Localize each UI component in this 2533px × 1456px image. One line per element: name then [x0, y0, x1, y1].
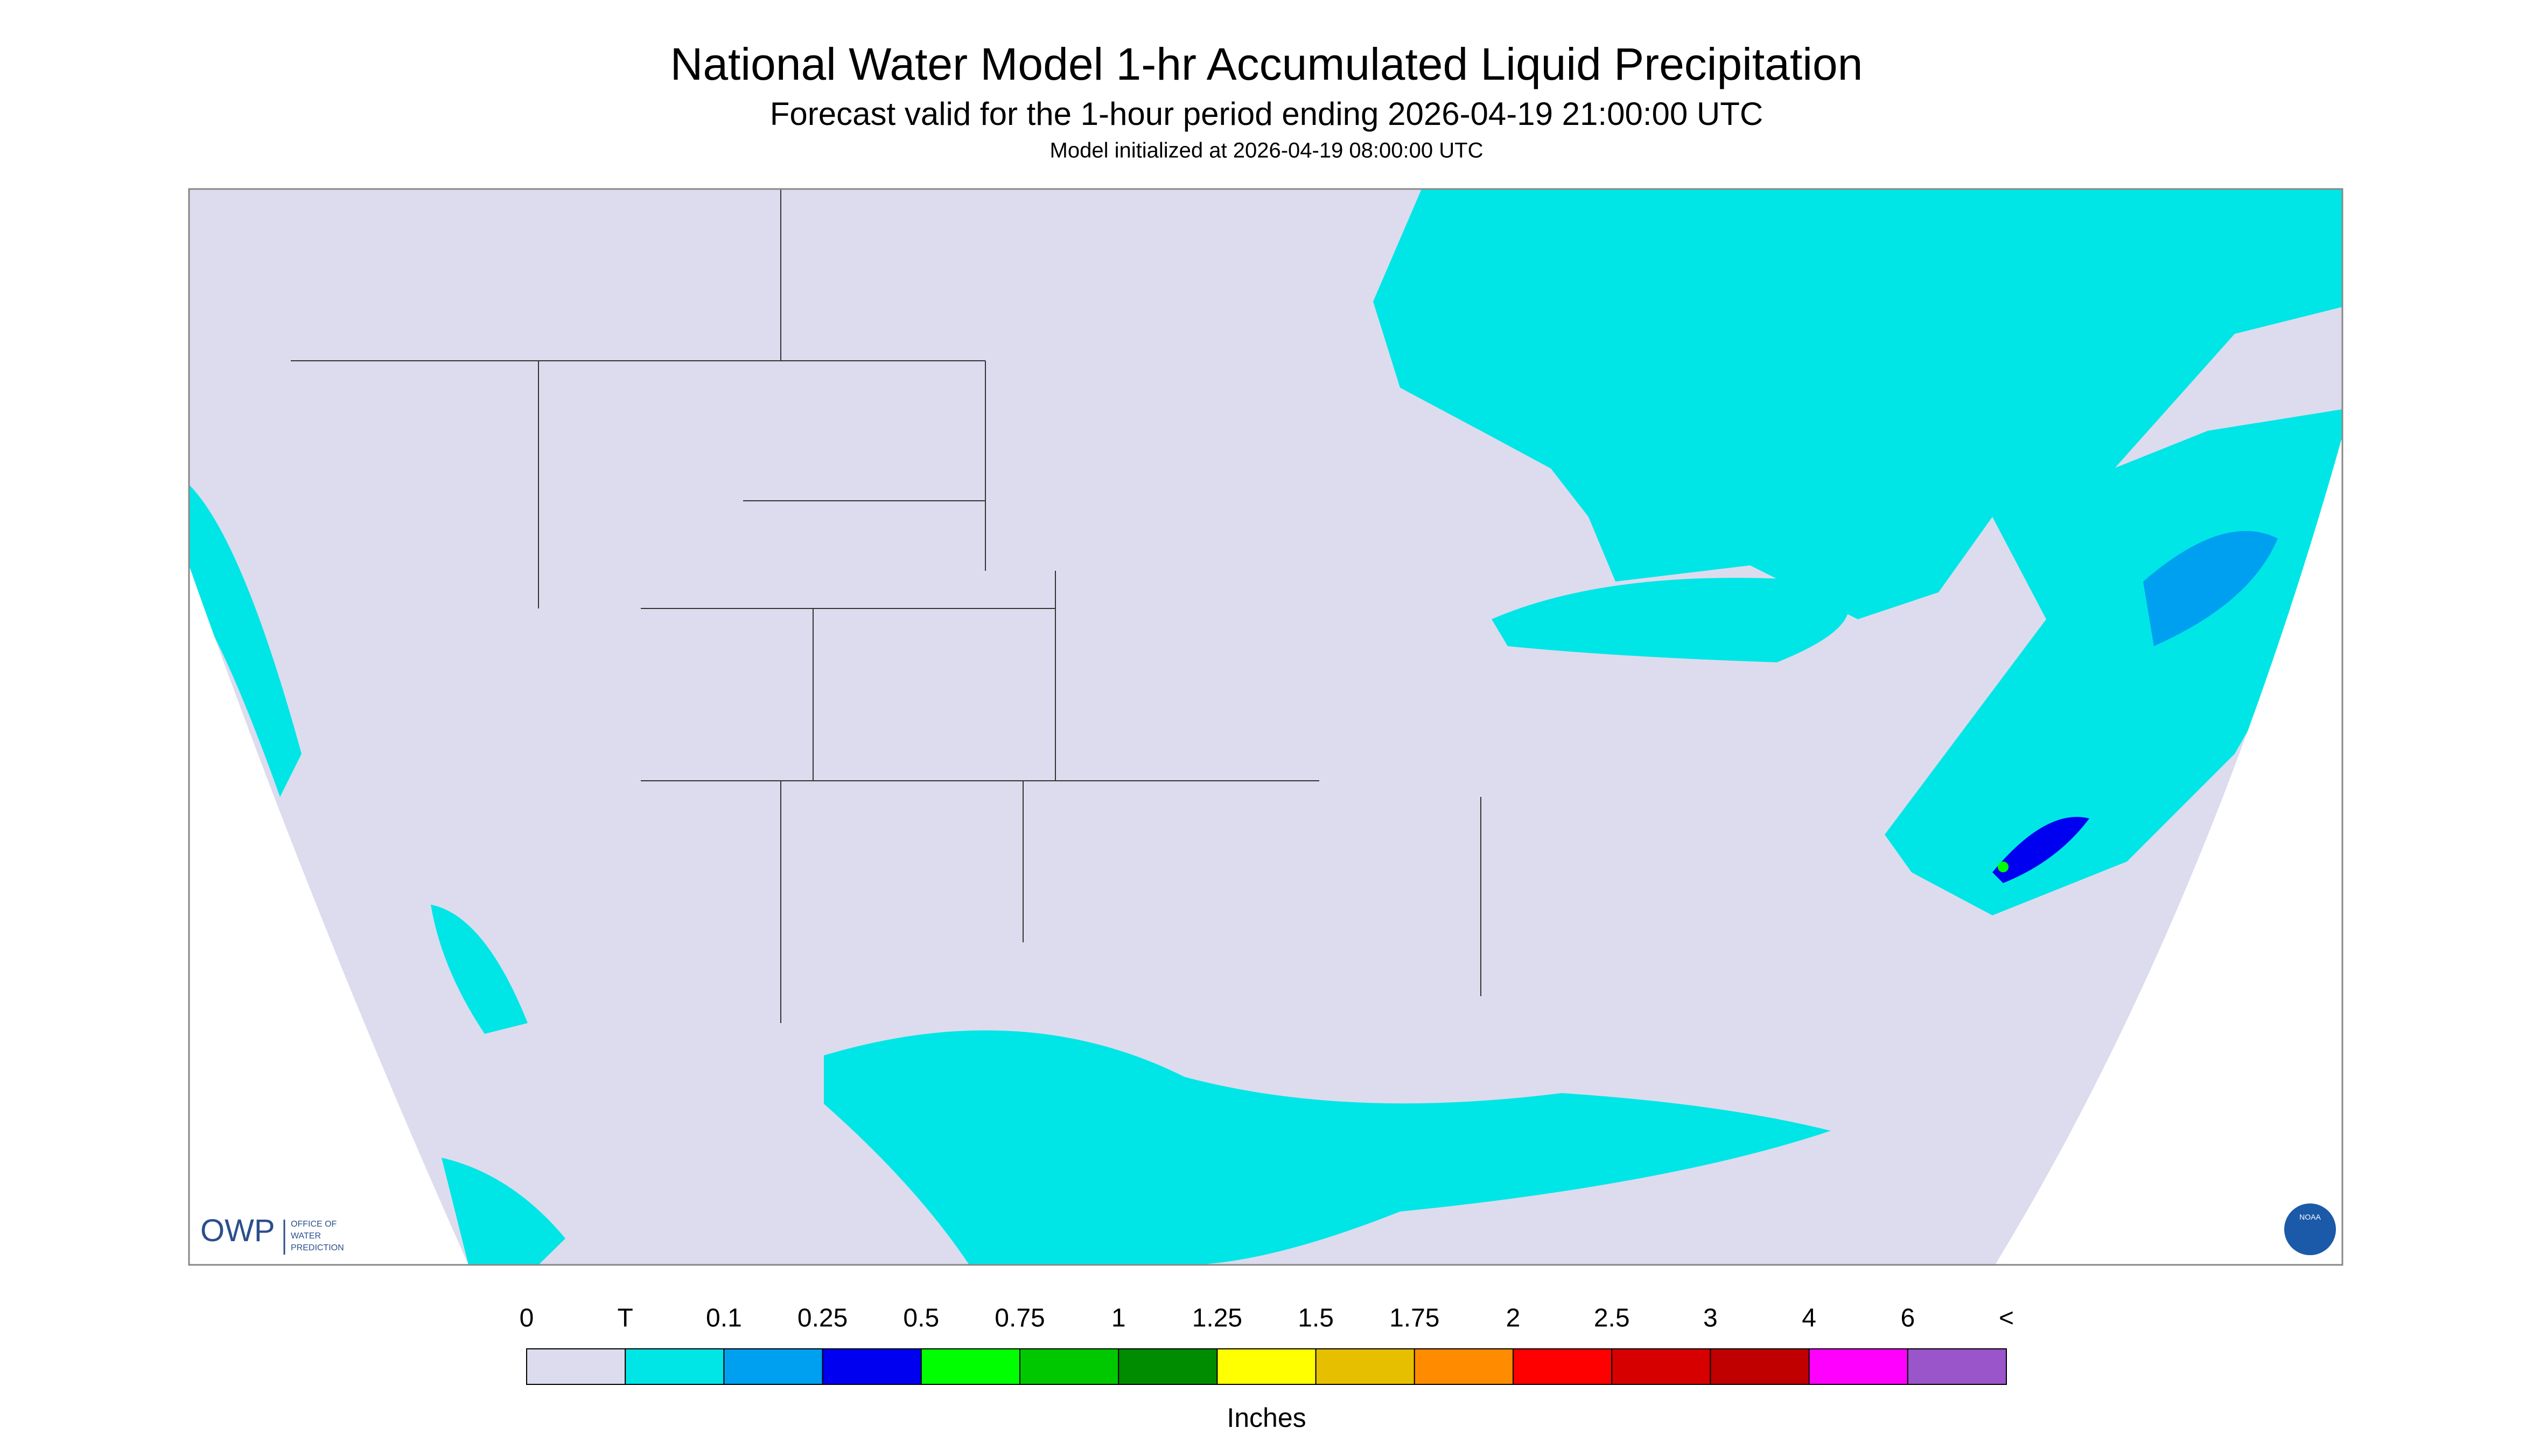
legend-label: 0.5 [903, 1304, 939, 1333]
precip-pacific [189, 485, 302, 797]
state-lines [291, 189, 1481, 1023]
legend-swatch [1118, 1348, 1218, 1385]
precip-quarter [1992, 817, 2089, 883]
owp-office: PREDICTION [291, 1243, 344, 1252]
legend-swatch [1808, 1348, 1908, 1385]
legend-label: 4 [1802, 1304, 1816, 1333]
precip-north [1373, 189, 2342, 619]
legend-label: T [618, 1304, 633, 1333]
precip-pacific-south [442, 1158, 565, 1265]
precip-heavy [1992, 531, 2278, 883]
legend-swatch [723, 1348, 823, 1385]
owp-logo: OWP [200, 1213, 275, 1248]
precip-lakes [1492, 578, 1849, 662]
legend-swatch [526, 1348, 626, 1385]
legend-label: < [1999, 1304, 2014, 1333]
legend-swatch [1907, 1348, 2007, 1385]
legend-label: 1.25 [1192, 1304, 1242, 1333]
subtitle: Forecast valid for the 1-hour period end… [770, 96, 1763, 132]
legend-swatch [1315, 1348, 1415, 1385]
map-area: OWP OFFICE OF WATER PREDICTION NOAA [188, 188, 2343, 1266]
legend-unit: Inches [1227, 1403, 1306, 1433]
legend-label: 0.1 [706, 1304, 742, 1333]
legend-label: 0.75 [995, 1304, 1045, 1333]
title: National Water Model 1-hr Accumulated Li… [670, 39, 1863, 89]
legend-label: 2 [1506, 1304, 1521, 1333]
legend-label: 0.25 [797, 1304, 848, 1333]
legend-swatch [1414, 1348, 1514, 1385]
legend-swatch [625, 1348, 725, 1385]
precip-gulf [824, 1030, 1831, 1265]
legend-swatch [822, 1348, 922, 1385]
precip-half [1998, 862, 2009, 872]
legend-swatch [1611, 1348, 1711, 1385]
legend-label: 1.75 [1389, 1304, 1439, 1333]
legend-label: 0 [520, 1304, 534, 1333]
legend-swatch [1216, 1348, 1317, 1385]
legend: 0 T 0.1 0.25 0.5 0.75 1 1.25 1.5 1.75 2 2.5 3 4 6 < [520, 1304, 2014, 1385]
precip-tenth [2143, 531, 2278, 646]
legend-label: 1 [1111, 1304, 1126, 1333]
legend-label: 2.5 [1594, 1304, 1630, 1333]
map-frame [188, 188, 2343, 1266]
legend-label: 3 [1703, 1304, 1718, 1333]
precip-baja [431, 905, 528, 1034]
owp-office: WATER [291, 1231, 321, 1241]
legend-swatch [1710, 1348, 1810, 1385]
legend-swatch [1019, 1348, 1119, 1385]
noaa-text: NOAA [2299, 1213, 2321, 1221]
legend-label: 1.5 [1298, 1304, 1334, 1333]
legend-swatch [1513, 1348, 1613, 1385]
legend-swatch [920, 1348, 1021, 1385]
legend-label: 6 [1900, 1304, 1915, 1333]
boundaries [291, 189, 1481, 1023]
noaa-logo [2284, 1203, 2336, 1255]
init-time: Model initialized at 2026-04-19 08:00:00… [1050, 139, 1484, 163]
owp-office: OFFICE OF [291, 1220, 337, 1229]
